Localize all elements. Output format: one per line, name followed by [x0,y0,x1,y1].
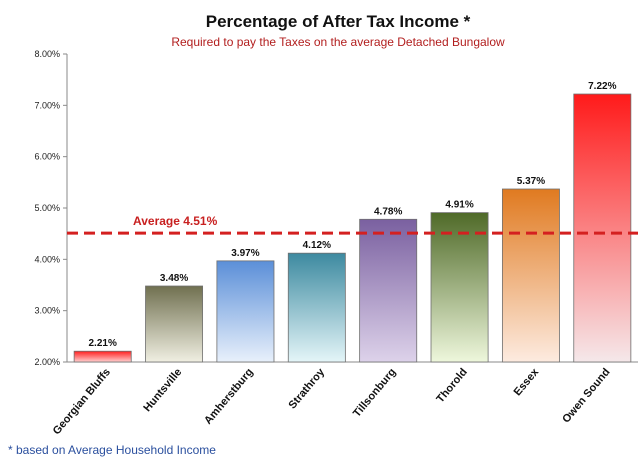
average-line-group: Average 4.51% [67,214,638,235]
y-tick-label: 3.00% [34,306,60,316]
bar [287,252,346,363]
data-label: 7.22% [588,81,616,92]
y-tick-label: 5.00% [34,203,60,213]
category-label: Strathroy [286,366,327,412]
chart-title: Percentage of After Tax Income * [206,12,471,31]
y-tick-label: 6.00% [34,152,60,162]
bar [216,260,275,363]
bar [430,212,489,363]
bars: 2.21% 3.48% 3.97% 4.12% 4.78% 4.91% 5.37% 7.22% [73,81,632,363]
data-label: 4.91% [445,200,473,211]
bar [145,285,204,363]
data-label: 3.97% [231,248,259,259]
data-label: 4.12% [303,240,331,251]
data-label: 5.37% [517,176,545,187]
category-label: Huntsville [141,366,184,414]
bar [73,350,132,363]
category-label: Amherstburg [202,366,256,427]
footnote: * based on Average Household Income [8,443,216,457]
y-tick-label: 4.00% [34,254,60,264]
category-label: Essex [512,366,542,399]
average-label: Average 4.51% [133,214,218,228]
bar [573,93,632,363]
data-label: 2.21% [89,338,117,349]
data-label: 3.48% [160,273,188,284]
category-labels: Georgian Bluffs Huntsville Amherstburg Stra… [51,366,613,438]
y-tick-label: 2.00% [34,357,60,367]
bar [501,188,560,363]
chart-subtitle: Required to pay the Taxes on the average… [171,35,505,49]
category-label: Owen Sound [560,366,612,425]
category-label: Tillsonburg [351,366,399,419]
y-tick-label: 7.00% [34,100,60,110]
y-tick-label: 8.00% [34,49,60,59]
category-label: Thorold [434,366,470,405]
category-label: Georgian Bluffs [51,366,113,437]
data-label: 4.78% [374,206,402,217]
bar [359,218,418,363]
